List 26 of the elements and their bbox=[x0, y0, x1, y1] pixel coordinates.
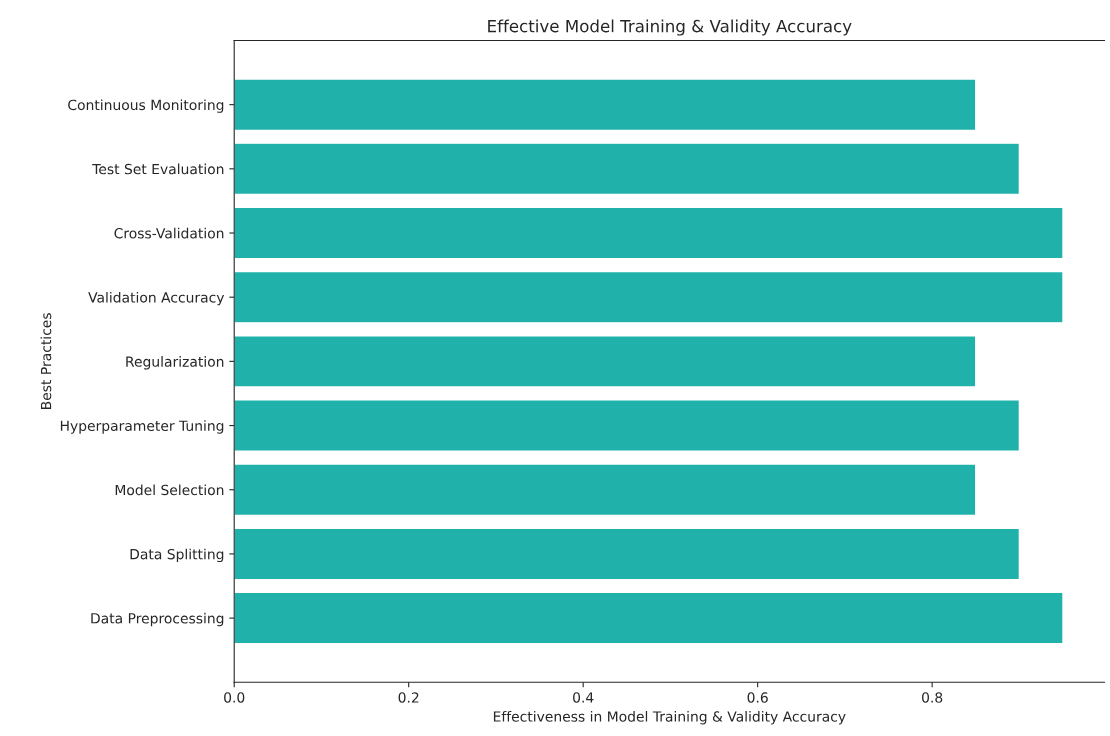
x-tick-label: 0.0 bbox=[224, 692, 245, 703]
y-tick-label: Model Selection bbox=[115, 484, 224, 496]
y-tick-label: Data Splitting bbox=[130, 548, 224, 563]
y-tick-label: Cross-Validation bbox=[114, 227, 224, 239]
x-tick-label: 0.6 bbox=[747, 692, 768, 703]
y-tick-label: Hyperparameter Tuning bbox=[60, 420, 224, 434]
bar bbox=[234, 399, 1021, 452]
y-tick-label: Continuous Monitoring bbox=[68, 99, 224, 113]
x-tick-label: 0.4 bbox=[573, 692, 594, 703]
y-tick-label: Data Preprocessing bbox=[91, 612, 224, 627]
x-axis-title: Effectiveness in Model Training & Validity Accuracy bbox=[493, 710, 846, 725]
y-axis-title: Best Practices bbox=[40, 313, 52, 409]
x-tick-label: 0.8 bbox=[922, 692, 943, 703]
bar bbox=[234, 463, 977, 517]
y-tick-label: Validation Accuracy bbox=[88, 291, 225, 306]
y-tick-label: Regularization bbox=[126, 356, 224, 370]
bar bbox=[234, 591, 1064, 645]
bar bbox=[234, 206, 1064, 260]
bar bbox=[234, 335, 977, 388]
bar bbox=[234, 270, 1064, 324]
y-tick-label: Test Set Evaluation bbox=[92, 163, 224, 175]
bar bbox=[234, 142, 1021, 196]
bar bbox=[234, 527, 1021, 581]
x-tick-label: 0.2 bbox=[398, 692, 419, 703]
chart-title: Effective Model Training & Validity Accuracy bbox=[488, 19, 852, 36]
bar bbox=[234, 78, 977, 132]
